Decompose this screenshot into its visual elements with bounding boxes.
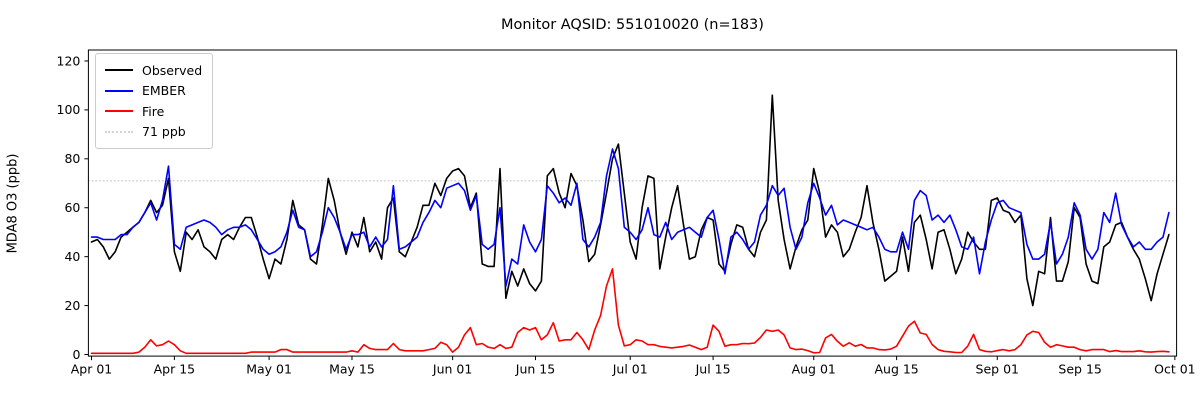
y-tick-label: 0 <box>72 347 80 362</box>
legend-line-sample <box>105 89 133 92</box>
x-tick-label: Jun 15 <box>515 362 555 377</box>
axes-frame <box>87 49 1178 357</box>
legend-label: Observed <box>142 62 203 78</box>
x-tick-label: Apr 15 <box>154 362 196 377</box>
y-tick-label: 60 <box>64 200 80 215</box>
legend-label: Fire <box>142 103 165 119</box>
legend-line-sample <box>105 69 133 72</box>
x-tick-label: Apr 01 <box>71 362 113 377</box>
x-tick-label: Sep 15 <box>1058 362 1101 377</box>
y-tick-label: 80 <box>64 151 80 166</box>
legend-item-ember: EMBER <box>105 81 202 102</box>
legend-item-71-ppb: 71 ppb <box>105 122 202 143</box>
x-tick-label: Aug 15 <box>874 362 918 377</box>
x-tick-label: Jun 01 <box>432 362 472 377</box>
legend: Observed EMBER Fire 71 ppb <box>95 53 214 149</box>
x-tick-label: May 15 <box>329 362 375 377</box>
y-tick-label: 40 <box>64 249 80 264</box>
legend-label: EMBER <box>142 83 186 99</box>
x-tick-label: Aug 01 <box>792 362 836 377</box>
series-line-fire <box>90 268 1170 355</box>
chart-title: Monitor AQSID: 551010020 (n=183) <box>501 17 764 33</box>
series-line-observed <box>90 94 1170 307</box>
series-line-ember <box>90 148 1170 287</box>
x-tick-label: Sep 01 <box>976 362 1019 377</box>
y-tick-label: 20 <box>64 298 80 313</box>
y-tick-label: 100 <box>57 102 81 117</box>
x-tick-label: Jul 01 <box>612 362 648 377</box>
y-tick-label: 120 <box>57 53 81 68</box>
x-tick-label: May 01 <box>246 362 292 377</box>
legend-item-observed: Observed <box>105 60 202 81</box>
legend-label: 71 ppb <box>142 124 186 140</box>
legend-line-sample <box>105 110 133 113</box>
legend-line-sample <box>105 130 133 133</box>
y-axis-label: MDA8 O3 (ppb) <box>5 153 21 254</box>
x-tick-label: Oct 01 <box>1154 362 1196 377</box>
legend-item-fire: Fire <box>105 101 202 122</box>
x-tick-label: Jul 15 <box>695 362 731 377</box>
